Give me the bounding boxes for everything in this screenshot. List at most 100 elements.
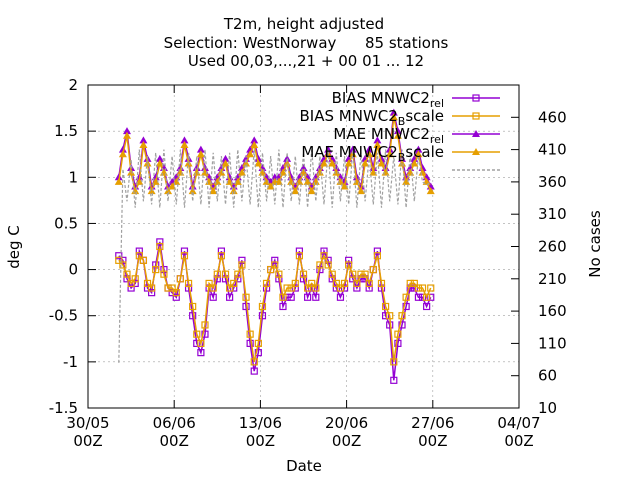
data-point (131, 187, 140, 195)
data-point (221, 159, 230, 167)
data-point (275, 270, 283, 278)
data-point (365, 150, 374, 158)
data-point (213, 270, 221, 278)
y-tick-label: -1 (63, 353, 78, 371)
y-axis: -1.5 -1 -0.5 0 0.5 1 1.5 2 (49, 76, 96, 417)
data-point (139, 140, 148, 148)
data-point (200, 164, 209, 172)
x-tick-label-hour: 00Z (418, 432, 447, 450)
legend-label: MAE MNWC2rel (333, 125, 444, 146)
data-point (192, 164, 201, 172)
x-tick-label-hour: 00Z (332, 432, 361, 450)
data-point (164, 187, 173, 195)
data-point (283, 284, 291, 292)
data-point (299, 270, 308, 278)
data-point (266, 182, 275, 190)
data-point (168, 284, 176, 292)
data-point (250, 358, 258, 366)
data-point (123, 270, 131, 278)
data-point (332, 284, 340, 292)
data-point (472, 94, 480, 102)
legend-label: BIAS MNWC2Bscale (300, 107, 444, 128)
data-point (472, 112, 480, 120)
data-point (131, 279, 139, 288)
chart-title-line-2: Selection: WestNorway 85 stations (164, 34, 449, 52)
data-point (361, 270, 369, 278)
data-point (393, 131, 402, 139)
data-point (172, 293, 180, 301)
data-point (180, 247, 189, 255)
data-point (168, 289, 176, 297)
data-point (226, 284, 234, 292)
data-point (398, 321, 406, 329)
x-tick-label: 13/06 (239, 414, 282, 432)
data-point (143, 284, 152, 292)
y-tick-label: 1 (68, 168, 78, 186)
data-point (385, 150, 394, 158)
data-point (340, 182, 349, 190)
data-point (139, 136, 148, 144)
data-point (131, 275, 139, 283)
data-point (345, 261, 353, 269)
y2-tick-label: 410 (538, 141, 567, 159)
data-point (242, 293, 250, 301)
data-point (365, 145, 374, 153)
data-point (373, 252, 381, 260)
legend-label: MAE MNWC2Bscale (301, 143, 444, 164)
data-point (196, 150, 205, 158)
x-axis-label: Date (286, 457, 322, 475)
data-point (348, 145, 357, 153)
data-point (115, 256, 123, 264)
data-point (369, 164, 378, 172)
data-point (398, 154, 407, 162)
y2-axis: 10 60 110 160 210 260 310 360 410 460 (511, 108, 567, 417)
y-axis-label: deg C (5, 225, 23, 269)
data-point (381, 302, 390, 311)
data-point (164, 284, 172, 292)
data-point (127, 168, 136, 176)
data-point (122, 127, 131, 135)
series-1 (115, 242, 435, 366)
data-point (389, 113, 398, 121)
series-line (118, 149, 432, 363)
data-point (217, 252, 226, 260)
data-point (291, 284, 299, 292)
data-point (184, 279, 193, 288)
data-point (230, 284, 238, 292)
data-point (316, 261, 324, 269)
data-point (254, 159, 263, 167)
data-point (328, 270, 336, 278)
data-point (283, 293, 291, 301)
data-point (414, 150, 423, 158)
y2-tick-label: 10 (538, 399, 557, 417)
data-point (188, 187, 197, 195)
y2-tick-label: 460 (538, 108, 567, 126)
data-point (291, 187, 300, 195)
data-point (135, 247, 143, 255)
x-tick-label-hour: 00Z (504, 432, 533, 450)
data-point (115, 252, 123, 260)
data-point (312, 293, 320, 301)
data-point (172, 289, 180, 297)
data-point (398, 312, 406, 320)
data-point (423, 293, 431, 301)
data-point (402, 302, 410, 311)
x-tick-label: 27/06 (411, 414, 454, 432)
y-tick-label: 0 (68, 261, 78, 279)
data-point (295, 247, 303, 255)
data-point (254, 339, 262, 347)
data-point (155, 154, 164, 162)
data-point (307, 187, 316, 195)
y-tick-label: 1.5 (54, 122, 78, 140)
data-point (118, 150, 127, 158)
data-point (410, 159, 419, 167)
data-point (229, 187, 238, 195)
y-tick-label: 0.5 (54, 214, 78, 232)
data-point (332, 279, 340, 288)
data-point (386, 312, 394, 320)
y2-axis-label: No cases (586, 210, 604, 278)
data-point (196, 145, 205, 153)
data-point (365, 279, 373, 288)
